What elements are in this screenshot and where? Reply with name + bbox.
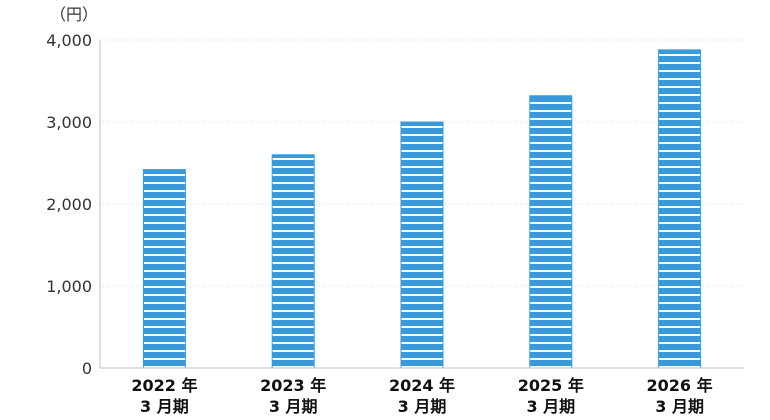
bar [658,49,702,369]
y-tick-label: 3,000 [46,113,92,132]
x-tick-label: 3 月期 [655,397,704,416]
x-axis-labels: 2022 年 3 月期 2023 年 3 月期 2024 年 3 月期 2025 年 3 月期… [131,376,712,416]
y-tick-label: 1,000 [46,277,92,296]
y-axis-unit-label: （円） [50,5,98,24]
x-tick-label: 2023 年 [260,376,326,395]
x-tick-label: 2022 年 [131,376,197,395]
bar [400,121,444,369]
y-tick-label: 0 [82,359,92,378]
bar [271,154,315,369]
x-tick-label: 2026 年 [647,376,713,395]
x-tick-label: 2025 年 [518,376,584,395]
bar [529,95,573,369]
y-axis-ticks: 0 1,000 2,000 3,000 4,000 [46,31,92,378]
bar [142,169,186,369]
x-tick-label: 3 月期 [140,397,189,416]
x-tick-label: 3 月期 [526,397,575,416]
y-tick-label: 4,000 [46,31,92,50]
x-tick-label: 2024 年 [389,376,455,395]
y-tick-label: 2,000 [46,195,92,214]
bars [142,49,702,369]
x-tick-label: 3 月期 [398,397,447,416]
x-tick-label: 3 月期 [269,397,318,416]
